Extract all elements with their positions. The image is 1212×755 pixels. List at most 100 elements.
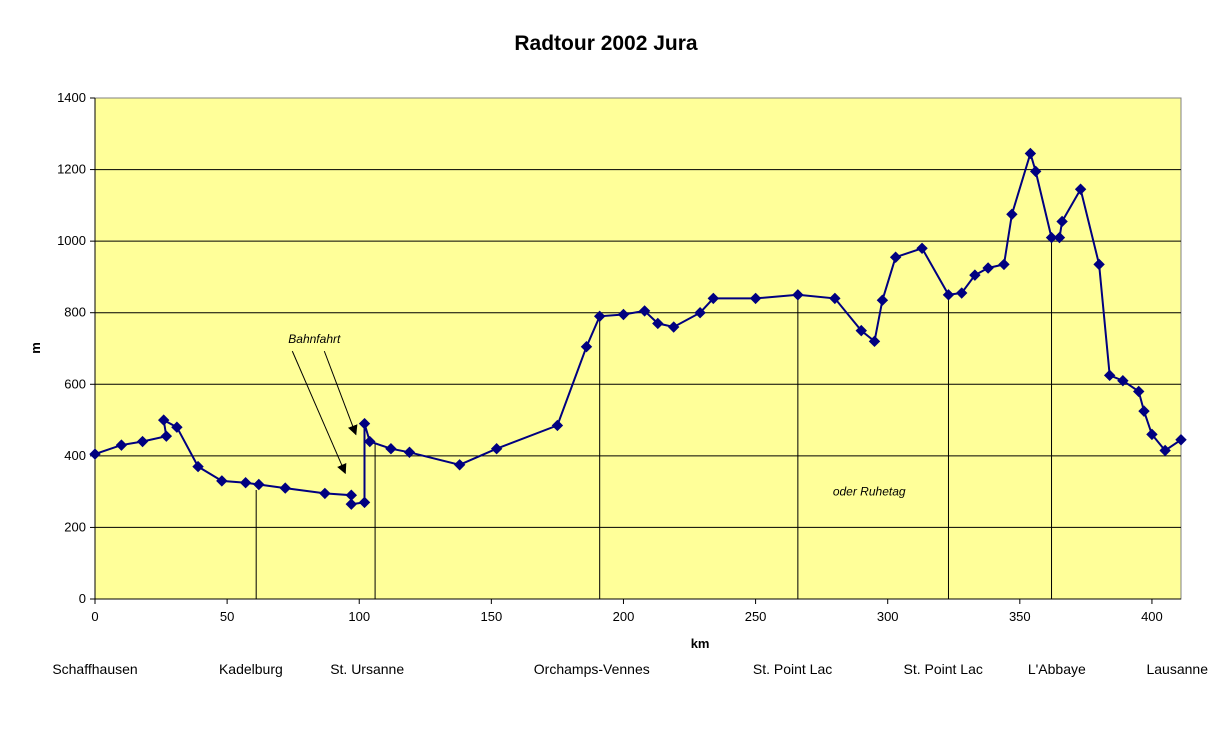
data-point xyxy=(1103,369,1116,382)
data-point xyxy=(667,321,680,333)
data-point xyxy=(253,478,265,491)
y-tick-labels: 0 200 400 600 800 1000 1200 1400 xyxy=(57,90,86,606)
place-label: Orchamps-Vennes xyxy=(534,661,650,677)
data-point xyxy=(955,287,968,299)
data-point xyxy=(982,262,994,274)
annotations: Bahnfahrt oder Ruhetag xyxy=(288,332,906,499)
y-tick-label: 1200 xyxy=(57,162,86,177)
place-label: Schaffhausen xyxy=(52,661,137,677)
data-point xyxy=(829,292,841,305)
data-point xyxy=(969,269,981,281)
x-axis-title: km xyxy=(691,636,710,651)
data-point xyxy=(916,242,928,255)
plot-area xyxy=(94,97,1182,600)
data-point xyxy=(358,496,371,509)
series-elevation xyxy=(89,147,1187,510)
data-point xyxy=(1093,258,1105,271)
data-point xyxy=(942,289,955,301)
data-point xyxy=(136,435,149,448)
x-tick-label: 0 xyxy=(91,609,98,624)
data-point xyxy=(453,459,466,471)
data-point xyxy=(876,294,889,306)
place-label: L'Abbaye xyxy=(1028,661,1086,677)
data-point xyxy=(694,307,706,319)
annotation-oder-ruhetag: oder Ruhetag xyxy=(833,485,906,499)
data-point xyxy=(192,460,204,473)
data-point xyxy=(593,310,606,322)
data-point xyxy=(319,487,331,500)
data-point xyxy=(1024,147,1037,160)
y-tick-label: 1000 xyxy=(57,233,86,248)
data-point xyxy=(364,435,376,448)
gridlines xyxy=(95,169,1181,528)
data-point xyxy=(239,476,252,489)
data-point xyxy=(1138,405,1150,417)
data-point xyxy=(1006,208,1018,221)
place-label: Lausanne xyxy=(1146,661,1208,677)
data-point xyxy=(855,324,867,337)
data-point xyxy=(998,258,1010,271)
data-point xyxy=(1133,385,1145,398)
data-point xyxy=(749,292,762,305)
data-point xyxy=(1117,375,1129,387)
data-point xyxy=(1146,428,1158,441)
data-point xyxy=(580,341,593,353)
data-point xyxy=(160,430,173,442)
data-point xyxy=(115,439,128,451)
data-point xyxy=(279,482,291,494)
data-point xyxy=(403,446,416,458)
data-point xyxy=(1159,444,1171,457)
y-tick-label: 400 xyxy=(64,448,86,463)
y-axis-title: m xyxy=(28,342,43,354)
data-point xyxy=(385,442,397,455)
data-point xyxy=(617,308,630,321)
place-label: St. Ursanne xyxy=(330,661,404,677)
data-point xyxy=(157,414,170,426)
x-tick-labels: 0 50 100 150 200 250 300 350 400 xyxy=(91,609,1162,624)
data-point xyxy=(652,317,664,330)
x-tick-label: 250 xyxy=(745,609,767,624)
y-tick-label: 800 xyxy=(64,305,86,320)
data-point xyxy=(551,419,564,432)
place-label: St. Point Lac xyxy=(903,661,982,677)
x-tick-label: 150 xyxy=(480,609,502,624)
place-label: St. Point Lac xyxy=(753,661,832,677)
y-tick-label: 200 xyxy=(64,519,86,534)
bahnfahrt-arrow-up xyxy=(323,350,358,436)
annotation-bahnfahrt: Bahnfahrt xyxy=(288,332,341,346)
data-point xyxy=(1053,231,1066,244)
chart-title: Radtour 2002 Jura xyxy=(514,32,698,55)
x-tick-label: 400 xyxy=(1141,609,1163,624)
data-point xyxy=(1175,434,1187,446)
y-tick-label: 600 xyxy=(64,376,86,391)
y-tick-label: 0 xyxy=(79,591,86,606)
x-tick-label: 350 xyxy=(1009,609,1031,624)
data-point xyxy=(1056,215,1068,228)
x-tick-label: 300 xyxy=(877,609,899,624)
data-point xyxy=(490,442,503,455)
data-point xyxy=(638,305,651,317)
place-label: Kadelburg xyxy=(219,661,283,677)
data-point xyxy=(358,417,371,430)
axes xyxy=(90,97,1181,604)
x-tick-label: 100 xyxy=(348,609,370,624)
data-point xyxy=(171,421,183,433)
data-point xyxy=(345,498,358,510)
data-point xyxy=(1074,183,1087,195)
stage-marker-lines xyxy=(255,237,1053,599)
series-line xyxy=(94,150,1182,506)
data-point xyxy=(1029,165,1042,178)
data-point xyxy=(868,335,881,348)
place-labels: Schaffhausen Kadelburg St. Ursanne Orchamps… xyxy=(52,661,1208,677)
data-point xyxy=(792,289,804,301)
x-tick-label: 200 xyxy=(613,609,635,624)
data-point xyxy=(889,251,902,263)
data-point xyxy=(216,475,228,487)
x-tick-label: 50 xyxy=(220,609,234,624)
bahnfahrt-arrow-down xyxy=(291,350,347,475)
data-point xyxy=(1045,231,1058,244)
data-point xyxy=(707,292,720,305)
y-tick-label: 1400 xyxy=(57,90,86,105)
data-point xyxy=(89,448,101,460)
